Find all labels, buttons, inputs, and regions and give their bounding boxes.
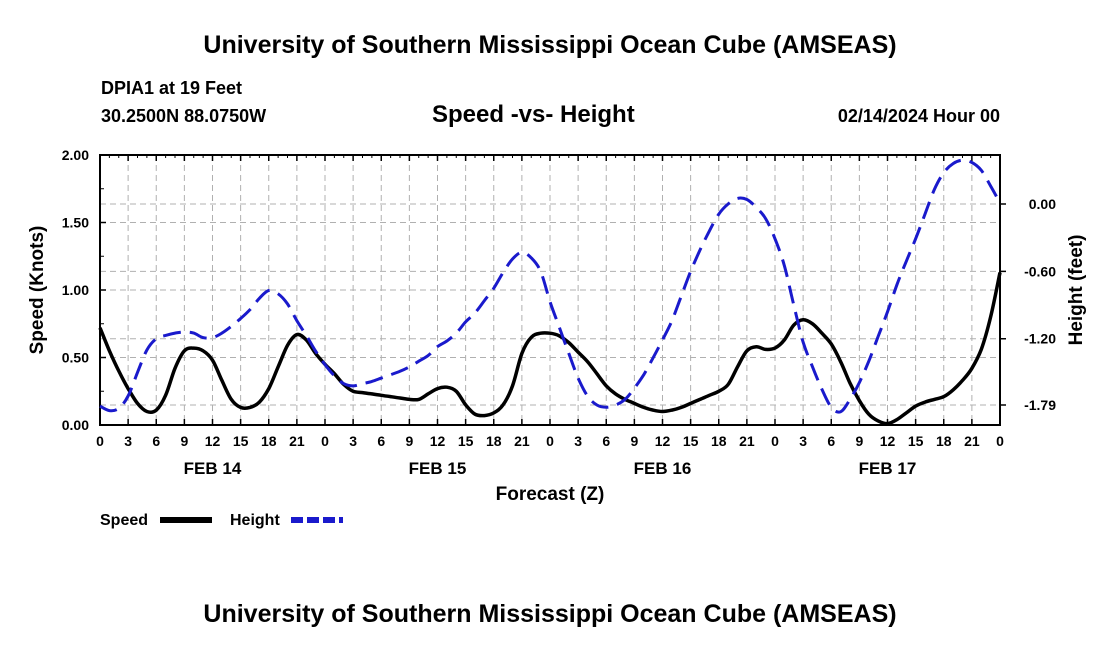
chart-title: University of Southern Mississippi Ocean… — [203, 31, 897, 59]
day-label: FEB 17 — [859, 459, 917, 478]
x-tick-label: 0 — [96, 433, 104, 449]
x-tick-label: 3 — [574, 433, 582, 449]
x-tick-label: 18 — [711, 433, 727, 449]
y-tick-label: 1.00 — [62, 282, 89, 298]
x-tick-label: 6 — [602, 433, 610, 449]
date-hour-label: 02/14/2024 Hour 00 — [837, 106, 1000, 126]
day-label: FEB 15 — [409, 459, 467, 478]
y-tick-label: 0.00 — [62, 417, 89, 433]
x-tick-label: 9 — [855, 433, 863, 449]
x-tick-label: 3 — [124, 433, 132, 449]
chart-subtitle: Speed -vs- Height — [432, 101, 635, 128]
speed-series-line — [98, 272, 1002, 426]
x-tick-label: 18 — [261, 433, 277, 449]
axis-labels: 0 3 6 9 12 15 18 21 0 3 6 9 12 15 18 21 0 3 6 9 12 15 18 21 0 3 6 9… — [27, 147, 1087, 505]
x-tick-label: 15 — [458, 433, 474, 449]
legend-label-speed: Speed — [100, 512, 148, 529]
x-tick-label: 3 — [799, 433, 807, 449]
coordinates-label: 30.2500N 88.0750W — [101, 106, 267, 126]
y2-axis-title: Height (feet) — [1066, 235, 1087, 346]
x-tick-label: 15 — [908, 433, 924, 449]
legend-label-height: Height — [230, 512, 280, 529]
height-series-line — [99, 158, 1002, 414]
footer-title: University of Southern Mississippi Ocean… — [203, 600, 897, 628]
x-tick-label: 0 — [321, 433, 329, 449]
y2-tick-label: -1.79 — [1024, 397, 1056, 413]
x-tick-label: 12 — [655, 433, 671, 449]
y-axis-title: Speed (Knots) — [27, 226, 48, 355]
legend: Speed Height — [100, 512, 343, 529]
x-tick-label: 12 — [205, 433, 221, 449]
y-tick-label: 0.50 — [62, 350, 89, 366]
x-tick-label: 21 — [289, 433, 305, 449]
x-tick-label: 9 — [180, 433, 188, 449]
day-label: FEB 14 — [184, 459, 242, 478]
x-tick-label: 0 — [996, 433, 1004, 449]
x-tick-label: 21 — [514, 433, 530, 449]
x-tick-label: 3 — [349, 433, 357, 449]
x-tick-label: 12 — [430, 433, 446, 449]
y-tick-label: 1.50 — [62, 215, 89, 231]
x-tick-label: 0 — [771, 433, 779, 449]
y2-tick-label: -0.60 — [1024, 263, 1056, 279]
grid-lines — [100, 155, 1000, 425]
x-tick-label: 21 — [964, 433, 980, 449]
x-axis-title: Forecast (Z) — [496, 484, 605, 505]
x-tick-label: 6 — [152, 433, 160, 449]
x-tick-label: 6 — [377, 433, 385, 449]
x-tick-label: 9 — [405, 433, 413, 449]
x-tick-label: 18 — [486, 433, 502, 449]
y-tick-label: 2.00 — [62, 147, 89, 163]
x-tick-label: 0 — [546, 433, 554, 449]
x-tick-label: 21 — [739, 433, 755, 449]
x-tick-label: 15 — [683, 433, 699, 449]
y2-tick-label: 0.00 — [1029, 196, 1056, 212]
x-tick-label: 9 — [630, 433, 638, 449]
y2-tick-label: -1.20 — [1024, 331, 1056, 347]
x-tick-label: 15 — [233, 433, 249, 449]
station-label: DPIA1 at 19 Feet — [101, 78, 243, 98]
day-label: FEB 16 — [634, 459, 692, 478]
data-series — [98, 158, 1002, 426]
plot-frame — [99, 154, 1001, 426]
x-tick-label: 6 — [827, 433, 835, 449]
x-tick-label: 12 — [880, 433, 896, 449]
x-tick-label: 18 — [936, 433, 952, 449]
